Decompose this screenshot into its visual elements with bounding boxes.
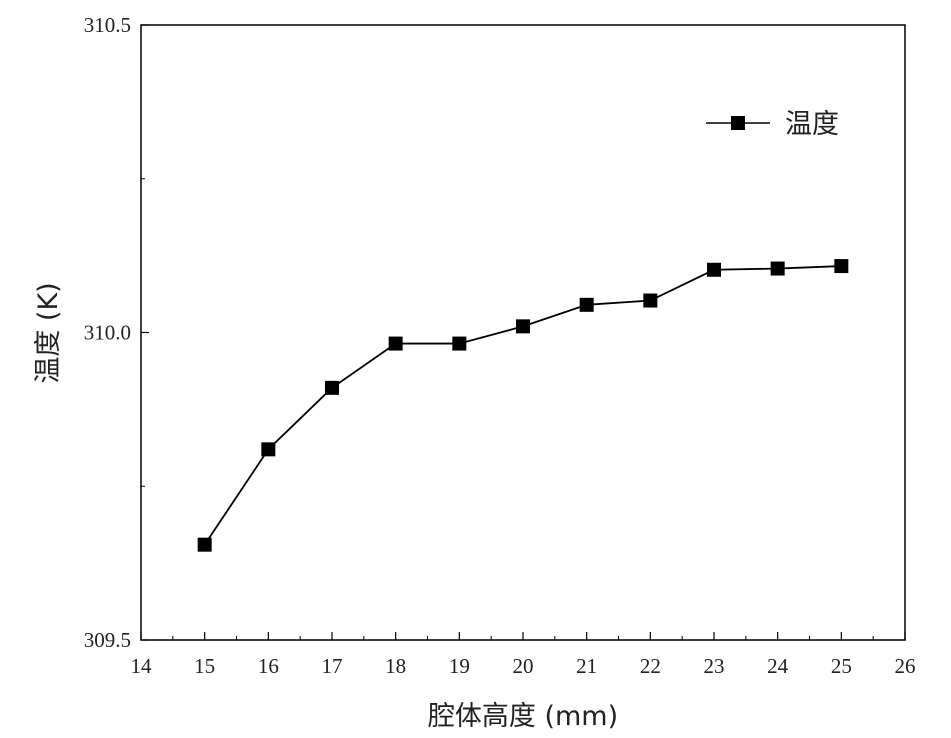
x-axis-ticks: 14 15 16 17 18 19 20 21 22 23 24 25 26 — [131, 632, 916, 678]
data-point — [197, 537, 212, 552]
legend: 温度 — [706, 109, 839, 140]
x-axis-title: 腔体高度 (mm) — [428, 701, 618, 732]
x-tick-label: 26 — [895, 654, 916, 678]
x-tick-label: 24 — [767, 654, 789, 678]
x-tick-label: 17 — [322, 654, 343, 678]
data-point — [707, 262, 721, 277]
series-layer — [197, 259, 849, 552]
series-line — [203, 265, 842, 546]
y-tick-label: 310.5 — [84, 13, 131, 37]
data-point — [388, 336, 403, 351]
data-point — [834, 259, 849, 274]
x-tick-label: 18 — [385, 654, 406, 678]
x-tick-label: 22 — [640, 654, 661, 678]
data-point — [516, 319, 530, 334]
y-tick-label: 309.5 — [84, 628, 131, 652]
data-point — [770, 261, 785, 276]
x-tick-label: 19 — [449, 654, 470, 678]
data-point — [325, 380, 339, 395]
y-axis-ticks: 309.5 310.0 310.5 — [84, 13, 149, 652]
legend-marker — [731, 116, 745, 130]
x-tick-label: 23 — [704, 654, 725, 678]
data-point — [452, 336, 467, 351]
y-tick-label: 310.0 — [84, 321, 131, 345]
legend-label: 温度 — [785, 109, 839, 140]
x-tick-label: 15 — [194, 654, 215, 678]
x-tick-label: 25 — [831, 654, 852, 678]
x-tick-label: 16 — [258, 654, 279, 678]
data-point — [579, 297, 594, 312]
data-point — [261, 442, 276, 457]
y-axis-title: 温度 (K) — [33, 282, 64, 383]
data-point — [643, 293, 658, 308]
x-tick-label: 14 — [131, 654, 153, 678]
x-tick-label: 20 — [513, 654, 534, 678]
x-tick-label: 21 — [576, 654, 597, 678]
